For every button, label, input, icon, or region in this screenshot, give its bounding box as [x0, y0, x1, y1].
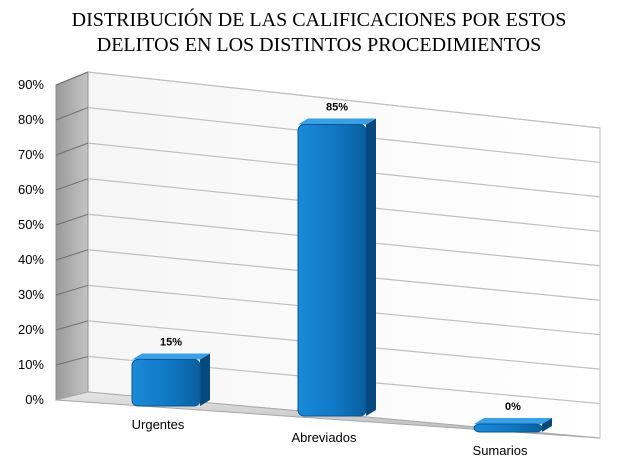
side-gridline [55, 213, 89, 226]
data-label: 85% [326, 102, 348, 114]
bar-front [473, 423, 543, 433]
data-label: 0% [505, 401, 521, 413]
bar-front [297, 124, 367, 417]
y-tick-label: 20% [18, 322, 44, 337]
data-label: 15% [160, 337, 182, 349]
category-label: Sumarios [473, 443, 528, 458]
bar [473, 418, 552, 433]
chart-title-line-2: DELITOS EN LOS DISTINTOS PROCEDIMIENTOS [96, 34, 542, 56]
bar-side [200, 353, 210, 406]
y-tick-label: 0% [25, 392, 44, 407]
labels: 15% Urgentes 85% Abreviados 0% Sumarios [132, 102, 528, 459]
y-tick-label: 50% [18, 217, 44, 232]
side-gridline [55, 320, 89, 331]
category-label: Abreviados [291, 430, 357, 445]
chart-title: DISTRIBUCIÓN DE LAS CALIFICACIONES POR E… [0, 8, 638, 58]
side-gridline [55, 249, 89, 261]
bar-side [542, 418, 552, 432]
y-tick-label: 40% [18, 252, 44, 267]
side-gridline [55, 71, 89, 86]
bar-side [366, 118, 376, 416]
gridline [87, 71, 601, 129]
y-tick-label: 30% [18, 287, 44, 302]
side-gridline [55, 284, 89, 296]
chart-title-line-1: DISTRIBUCIÓN DE LAS CALIFICACIONES POR E… [71, 9, 567, 31]
bar [297, 118, 376, 417]
side-gridline [55, 142, 89, 156]
side-gridline [55, 178, 89, 191]
bars [131, 118, 552, 433]
side-gridline [55, 107, 89, 121]
bar [131, 353, 210, 407]
y-tick-label: 80% [18, 112, 44, 127]
bar-front [131, 359, 201, 407]
side-wall [55, 71, 89, 401]
side-gridline [55, 355, 89, 366]
y-tick-label: 10% [18, 357, 44, 372]
bar-top [132, 353, 210, 360]
bar-top [298, 118, 376, 125]
bar-top [474, 418, 552, 424]
y-tick-label: 70% [18, 147, 44, 162]
category-label: Urgentes [132, 417, 185, 432]
y-tick-label: 90% [18, 77, 44, 92]
y-tick-label: 60% [18, 182, 44, 197]
y-axis: 0% 10% 20% 30% 40% 50% 60% 70% 80% 90% [18, 77, 44, 407]
